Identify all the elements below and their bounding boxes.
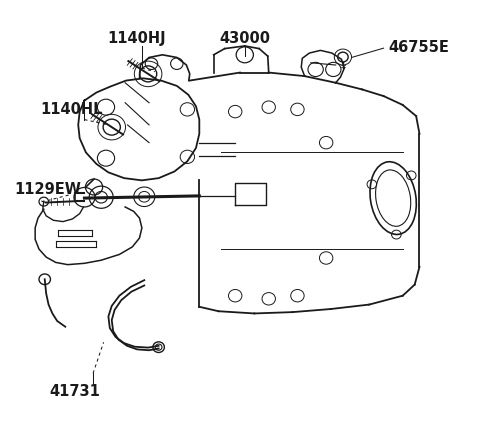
- Text: 1140HL: 1140HL: [40, 102, 102, 117]
- Text: 43000: 43000: [219, 31, 270, 46]
- Text: 1140HJ: 1140HJ: [108, 31, 167, 46]
- Text: 41731: 41731: [49, 384, 100, 400]
- Text: 46755E: 46755E: [388, 40, 449, 55]
- Text: 1129EW: 1129EW: [14, 182, 81, 197]
